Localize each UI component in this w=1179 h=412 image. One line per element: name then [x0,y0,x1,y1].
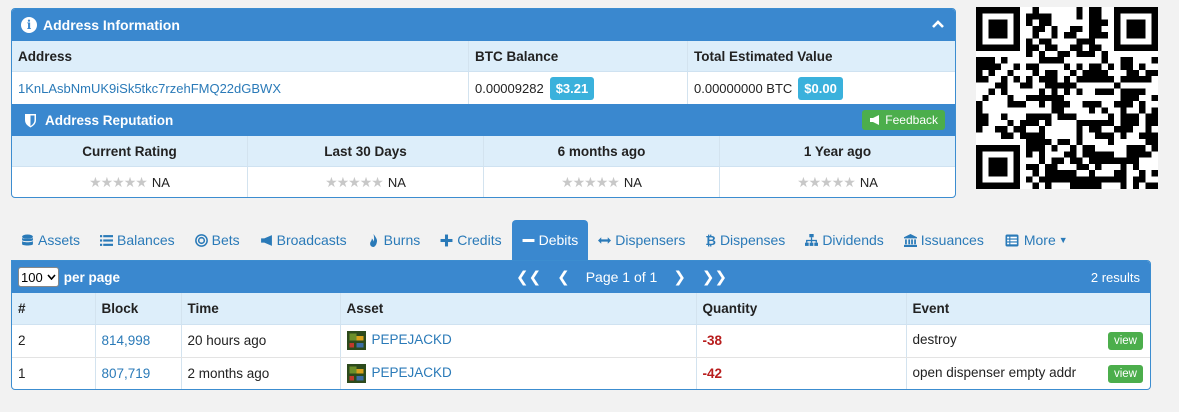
asset-link[interactable]: PEPEJACKD [371,365,452,381]
reputation-value-1-year: NA [859,175,878,190]
reputation-label-1-year: 1 Year ago [803,143,872,159]
results-count: 2 results [1090,270,1140,285]
star-rating-icon: ★★★★★ [561,174,620,190]
address-reputation-header: Address Reputation Feedback [12,104,955,136]
address-table-row: 1KnLAsbNmUK9iSk5tkc7rzehFMQ22dGBWX 0.000… [12,72,955,104]
reputation-label-current: Current Rating [12,136,248,166]
tab-more-dropdown[interactable]: More ▼ [994,220,1078,260]
star-rating-icon: ★★★★★ [325,174,384,190]
pagination: ❮❮ ❮ Page 1 of 1 ❯ ❯❯ [508,261,735,293]
btc-balance-usd-badge: $3.21 [549,76,595,100]
tab-credits[interactable]: Credits [430,220,511,260]
fire-icon [369,233,377,247]
reputation-labels-row: Current Rating Last 30 Days 6 months ago… [12,136,955,167]
tab-dispensers[interactable]: Dispensers [588,220,695,260]
btc-balance-value: 0.00009282 [475,80,544,96]
asset-thumbnail-icon [346,364,366,383]
reputation-value-6-months: NA [623,175,642,190]
reputation-values-row: ★★★★★ NA ★★★★★ NA ★★★★★ NA ★★★★★ NA [12,167,955,197]
tab-assets[interactable]: Assets [11,220,90,260]
col-event[interactable]: Event [906,293,1150,325]
tab-broadcasts[interactable]: Broadcasts [250,220,357,260]
total-value-amount: 0.00000000 BTC [694,80,793,96]
bank-icon [903,233,917,247]
row-time: 2 months ago [181,357,341,389]
shield-icon [25,113,36,127]
debits-table-panel: 100 per page ❮❮ ❮ Page 1 of 1 ❯ ❯❯ 2 res… [11,260,1151,390]
prev-page-button[interactable]: ❮ [557,269,570,286]
feedback-label: Feedback [885,113,938,127]
total-value-column-header: Total Estimated Value [694,48,833,64]
star-rating-icon: ★★★★★ [797,174,856,190]
debits-table: # Block Time Asset Quantity Event 2 814,… [12,293,1150,389]
address-qr-code [976,7,1158,189]
reputation-value-current: NA [151,175,170,190]
per-page-label: per page [63,269,120,285]
row-event: destroy [912,331,957,347]
block-link[interactable]: 814,998 [101,333,151,348]
address-tabs: Assets Balances Bets Broadcasts Burns Cr… [11,220,1151,260]
view-button[interactable]: view [1107,364,1143,383]
tab-balances[interactable]: Balances [90,220,185,260]
table-toolbar: 100 per page ❮❮ ❮ Page 1 of 1 ❯ ❯❯ 2 res… [12,261,1150,293]
chevron-up-icon[interactable] [931,17,945,31]
bullhorn-icon [870,115,880,125]
address-information-title: Address Information [43,17,180,33]
tab-dividends[interactable]: Dividends [795,220,893,260]
tab-bets[interactable]: Bets [185,220,250,260]
sitemap-icon [805,233,819,246]
list-alt-icon [1005,234,1019,246]
asset-link[interactable]: PEPEJACKD [371,332,452,348]
view-button[interactable]: view [1107,331,1143,350]
tab-debits[interactable]: Debits [511,220,589,260]
row-time: 20 hours ago [181,324,341,358]
total-value-usd-badge: $0.00 [798,76,843,100]
col-block[interactable]: Block [95,293,182,325]
target-icon [194,233,208,247]
row-quantity: -42 [696,357,907,389]
row-number: 1 [12,357,96,389]
table-row: 1 807,719 2 months ago PEPEJACKD -42 ope… [12,357,1150,389]
info-icon: i [21,17,37,33]
address-column-header: Address [12,41,469,71]
per-page-select[interactable]: 100 [18,267,59,287]
bullhorn-icon [260,234,272,246]
reputation-label-6-months: 6 months ago [484,136,720,166]
reputation-label-30-days: Last 30 Days [248,136,484,166]
address-reputation-title: Address Reputation [45,112,174,128]
feedback-button[interactable]: Feedback [862,110,945,130]
asset-thumbnail-icon [346,331,366,350]
tab-dispenses[interactable]: ₿ Dispenses [705,232,786,248]
address-link[interactable]: 1KnLAsbNmUK9iSk5tkc7rzehFMQ22dGBWX [18,80,281,96]
block-link[interactable]: 807,719 [101,366,151,381]
next-page-button[interactable]: ❯ [673,269,686,286]
btc-balance-column-header: BTC Balance [469,41,688,71]
tab-burns[interactable]: Burns [357,220,431,260]
row-quantity: -38 [696,324,907,358]
col-quantity[interactable]: Quantity [696,293,907,325]
bitcoin-icon: ₿ [705,232,716,248]
col-time[interactable]: Time [181,293,341,325]
list-icon [100,234,114,246]
row-number: 2 [12,324,96,358]
arrows-h-icon [598,236,612,244]
address-table-header: Address BTC Balance Total Estimated Valu… [12,41,955,72]
reputation-value-30-days: NA [387,175,406,190]
col-asset[interactable]: Asset [340,293,697,325]
database-icon [22,234,33,246]
caret-down-icon: ▼ [1058,235,1068,245]
star-rating-icon: ★★★★★ [89,174,148,190]
row-event: open dispenser empty addr [912,364,1077,380]
address-information-header[interactable]: i Address Information [12,9,955,41]
minus-icon [522,238,535,242]
table-row: 2 814,998 20 hours ago PEPEJACKD -38 des… [12,324,1150,358]
tab-issuances[interactable]: Issuances [894,220,994,260]
address-information-panel: i Address Information Address BTC Balanc… [11,8,956,198]
page-indicator: Page 1 of 1 [585,269,658,285]
last-page-button[interactable]: ❯❯ [701,269,728,286]
col-number[interactable]: # [12,293,96,325]
chevron-down-icon [47,274,56,280]
plus-icon [440,234,453,246]
first-page-button[interactable]: ❮❮ [516,269,542,286]
